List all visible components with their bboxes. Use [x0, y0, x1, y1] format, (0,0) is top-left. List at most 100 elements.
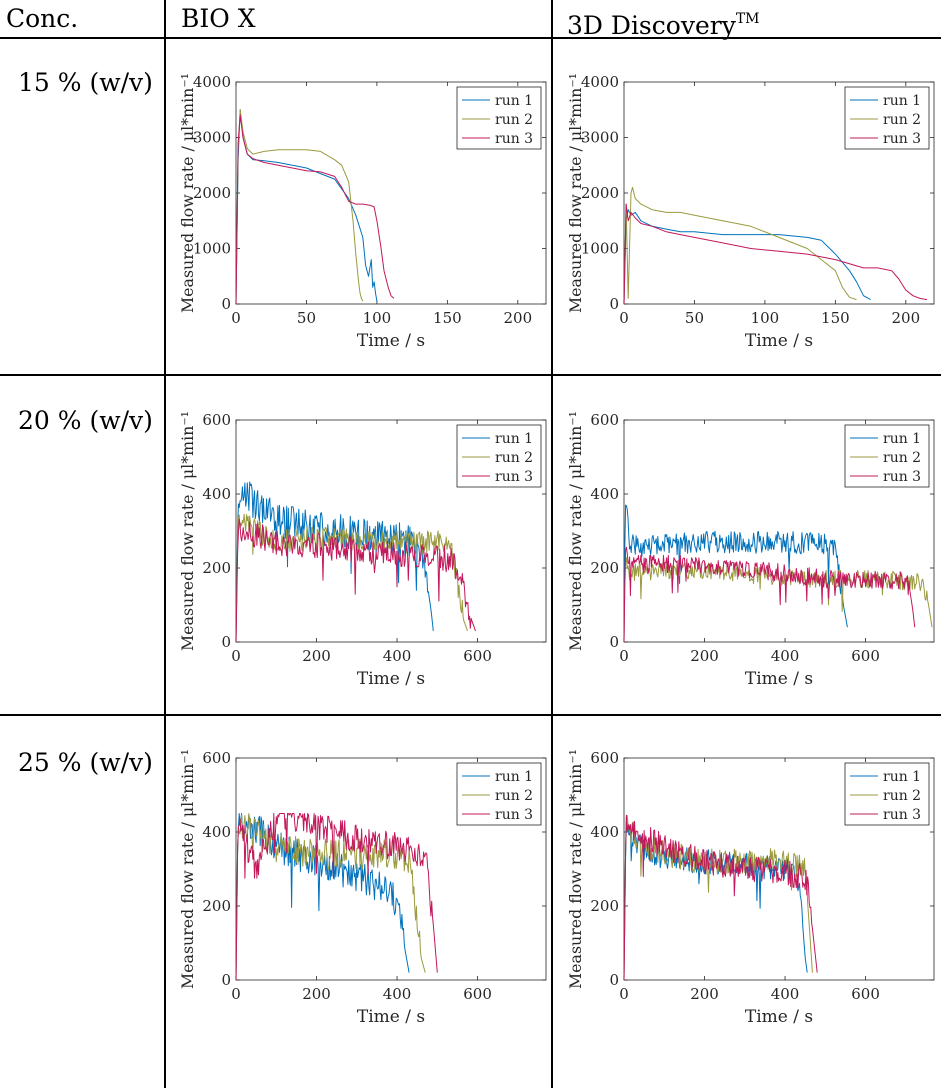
series-group [624, 814, 818, 980]
x-axis-label: Time / s [357, 1007, 425, 1027]
x-tick-label: 200 [302, 647, 331, 665]
legend-box [456, 86, 542, 150]
x-tick-label: 200 [690, 985, 719, 1003]
series-line-run-2 [236, 109, 364, 304]
x-tick-label: 150 [433, 309, 462, 327]
y-tick-label: 200 [590, 559, 619, 577]
x-tick-label: 100 [751, 309, 780, 327]
x-tick-label: 400 [771, 647, 800, 665]
legend-entry: run 1 [495, 769, 533, 785]
series-line-run-3 [236, 813, 438, 980]
y-tick-label: 4000 [193, 73, 231, 91]
x-axis-label: Time / s [745, 331, 813, 351]
y-tick-label: 600 [202, 411, 231, 429]
y-tick-label: 400 [202, 485, 231, 503]
legend-entry: run 1 [883, 769, 921, 785]
x-tick-label: 0 [619, 647, 629, 665]
legend-entry: run 3 [883, 807, 921, 823]
series-line-run-3 [624, 814, 818, 980]
legend-entry: run 2 [495, 788, 533, 804]
legend-entry: run 3 [495, 131, 533, 147]
legend-entry: run 2 [883, 450, 921, 466]
series-line-run-1 [624, 209, 871, 304]
y-tick-label: 0 [609, 633, 619, 651]
x-tick-label: 200 [891, 309, 920, 327]
legend-entry: run 1 [883, 431, 921, 447]
x-axis-label: Time / s [357, 669, 425, 689]
y-tick-label: 3000 [193, 129, 231, 147]
header-3d-discovery: 3D DiscoveryTM [567, 11, 760, 40]
y-tick-label: 600 [590, 411, 619, 429]
x-tick-label: 600 [463, 647, 492, 665]
y-axis-label: Measured flow rate / μl*min⁻¹ [566, 749, 585, 989]
x-tick-label: 50 [685, 309, 704, 327]
legend-box [456, 762, 542, 826]
x-axis-label: Time / s [745, 669, 813, 689]
y-tick-label: 400 [202, 823, 231, 841]
legend-entry: run 3 [883, 131, 921, 147]
column-divider-1 [164, 0, 166, 1088]
x-tick-label: 0 [231, 647, 241, 665]
legend-entry: run 2 [495, 112, 533, 128]
y-axis-label: Measured flow rate / μl*min⁻¹ [178, 73, 197, 313]
y-tick-label: 600 [202, 749, 231, 767]
legend-entry: run 1 [883, 93, 921, 109]
chart-25-3d-discovery: 0 200 400 600 0 200 400 600 Time / s Measured flo… [566, 749, 935, 1027]
x-tick-label: 400 [383, 647, 412, 665]
y-tick-label: 0 [221, 295, 231, 313]
y-tick-label: 400 [590, 823, 619, 841]
legend-entry: run 2 [883, 788, 921, 804]
chart-25-bio-x: 0 200 400 600 0 200 400 600 Time / s Measured flo… [178, 749, 547, 1027]
x-tick-label: 200 [690, 647, 719, 665]
header-divider [0, 37, 941, 39]
legend-box [844, 424, 930, 488]
y-axis-label: Measured flow rate / μl*min⁻¹ [178, 411, 197, 651]
y-tick-label: 1000 [581, 240, 619, 258]
series-group [624, 504, 933, 642]
legend-entry: run 3 [495, 807, 533, 823]
y-tick-label: 200 [590, 897, 619, 915]
series-line-run-1 [236, 813, 410, 980]
series-group [236, 813, 438, 980]
y-tick-label: 2000 [193, 184, 231, 202]
y-axis-label: Measured flow rate / μl*min⁻¹ [566, 411, 585, 651]
y-tick-label: 3000 [581, 129, 619, 147]
legend-entry: run 2 [883, 112, 921, 128]
y-tick-label: 200 [202, 559, 231, 577]
x-tick-label: 600 [851, 647, 880, 665]
y-tick-label: 2000 [581, 184, 619, 202]
legend-entry: run 3 [883, 469, 921, 485]
row-label-25: 25 % (w/v) [18, 748, 153, 777]
trademark-sup: TM [735, 11, 760, 27]
y-tick-label: 400 [590, 485, 619, 503]
series-line-run-2 [624, 186, 857, 304]
legend-box [456, 424, 542, 488]
x-tick-label: 0 [619, 985, 629, 1003]
chart-20-bio-x: 0 200 400 600 0 200 400 600 Time / s Measured flo… [178, 411, 547, 689]
column-divider-2 [551, 0, 553, 1088]
x-tick-label: 150 [821, 309, 850, 327]
y-tick-label: 600 [590, 749, 619, 767]
x-tick-label: 400 [383, 985, 412, 1003]
series-group [236, 109, 395, 304]
row-label-20: 20 % (w/v) [18, 406, 153, 435]
legend-entry: run 1 [495, 93, 533, 109]
series-line-run-3 [624, 546, 916, 642]
legend-entry: run 3 [495, 469, 533, 485]
row-label-15: 15 % (w/v) [18, 68, 153, 97]
x-tick-label: 600 [463, 985, 492, 1003]
series-group [236, 481, 476, 642]
x-tick-label: 100 [363, 309, 392, 327]
y-tick-label: 4000 [581, 73, 619, 91]
y-tick-label: 1000 [193, 240, 231, 258]
x-tick-label: 0 [231, 985, 241, 1003]
x-tick-label: 600 [851, 985, 880, 1003]
x-tick-label: 50 [297, 309, 316, 327]
y-tick-label: 0 [221, 633, 231, 651]
legend-box [844, 86, 930, 150]
x-tick-label: 400 [771, 985, 800, 1003]
y-tick-label: 0 [221, 971, 231, 989]
x-tick-label: 0 [619, 309, 629, 327]
row-divider-1 [0, 374, 941, 376]
series-line-run-3 [236, 518, 476, 642]
